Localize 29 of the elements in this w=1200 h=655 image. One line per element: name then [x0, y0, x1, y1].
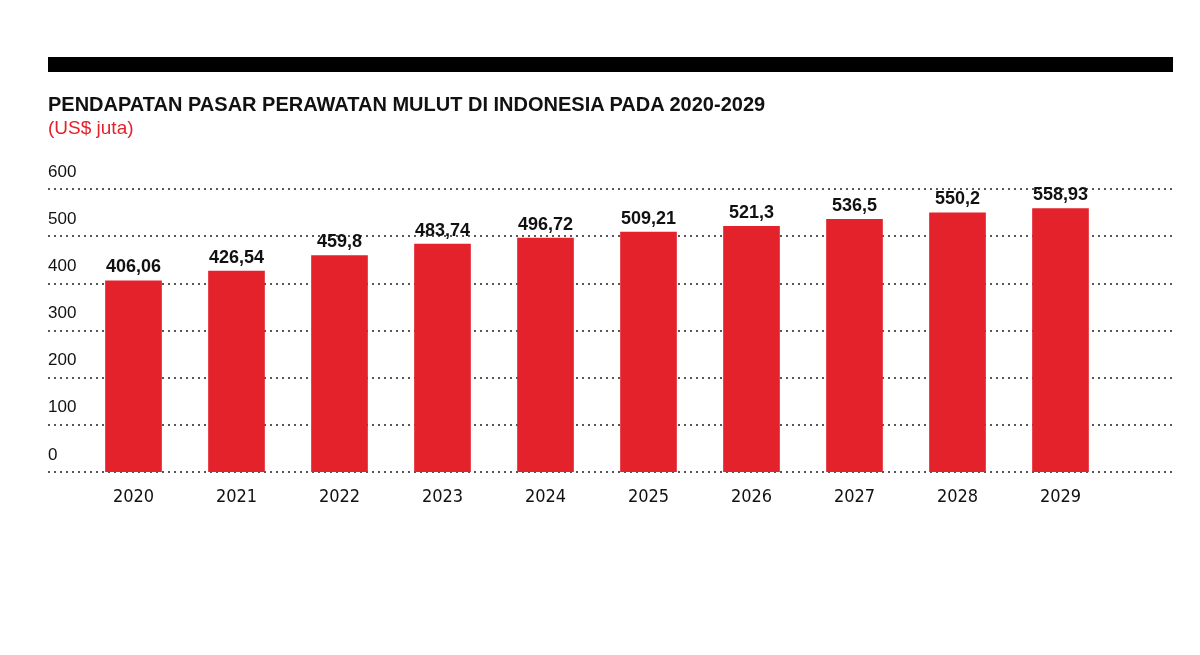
data-label: 426,54 [208, 246, 265, 267]
x-tick-label: 2028 [936, 484, 979, 506]
data-label: 406,06 [105, 256, 162, 277]
x-tick-label: 2024 [524, 484, 567, 506]
y-tick-label: 500 [48, 208, 77, 228]
y-tick-label: 0 [48, 444, 58, 464]
x-tick-label: 2021 [215, 484, 258, 506]
y-tick-label: 600 [48, 161, 77, 181]
x-tick-label: 2027 [833, 484, 876, 506]
y-tick-label: 300 [48, 303, 77, 322]
chart-subtitle: (US$ juta) [48, 117, 134, 139]
data-label: 558,93 [1032, 184, 1089, 205]
y-tick-label: 100 [48, 397, 77, 417]
data-label: 483,74 [414, 219, 471, 240]
chart-title: PENDAPATAN PASAR PERAWATAN MULUT DI INDONESIA PADA 2020-2029 [48, 93, 766, 116]
x-tick-label: 2026 [730, 484, 773, 506]
x-tick-label: 2023 [421, 484, 464, 506]
data-label: 459,8 [316, 231, 363, 252]
data-label: 521,3 [728, 202, 775, 223]
x-tick-label: 2020 [112, 484, 155, 506]
x-tick-label: 2029 [1039, 484, 1082, 506]
data-label: 550,2 [934, 188, 981, 209]
x-tick-label: 2025 [627, 484, 670, 506]
data-label: 496,72 [517, 213, 574, 234]
data-label: 536,5 [831, 194, 878, 215]
data-label: 509,21 [620, 207, 677, 228]
y-tick-label: 400 [48, 255, 77, 275]
y-tick-label: 200 [48, 350, 77, 370]
x-tick-label: 2022 [318, 484, 361, 506]
